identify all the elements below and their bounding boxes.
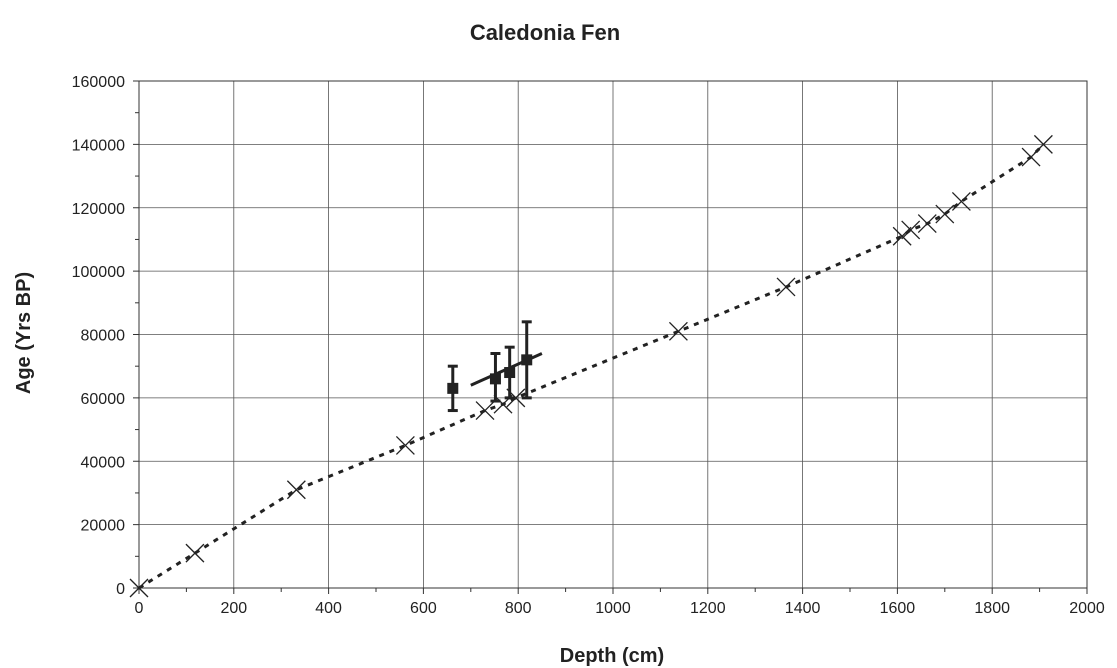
grid xyxy=(139,80,1088,588)
x-marker xyxy=(185,543,205,563)
x-marker-stroke xyxy=(901,220,921,240)
x-tick-label: 1800 xyxy=(974,600,1010,617)
square-marker xyxy=(521,320,533,400)
square-point xyxy=(521,354,533,366)
x-marker xyxy=(286,480,306,500)
y-tick-label: 40000 xyxy=(81,454,126,471)
x-marker xyxy=(892,226,912,246)
y-axis-label: Age (Yrs BP) xyxy=(13,272,35,394)
x-marker-stroke xyxy=(286,480,306,500)
x-marker xyxy=(395,435,415,455)
y-tick-labels: 0 20000 40000 60000 80000 100000 120000 140000 1… xyxy=(72,74,125,598)
x-marker-stroke xyxy=(935,204,955,224)
y-tick-label: 60000 xyxy=(81,391,126,408)
x-marker-stroke xyxy=(129,578,149,598)
x-tick-label: 2000 xyxy=(1069,600,1105,617)
x-marker xyxy=(935,204,955,224)
square-point xyxy=(489,373,501,385)
x-tick-label: 800 xyxy=(505,600,532,617)
y-tick-label: 160000 xyxy=(72,74,125,91)
x-marker xyxy=(475,401,495,421)
x-marker-stroke xyxy=(1033,134,1053,154)
x-tick-label: 200 xyxy=(220,600,247,617)
square-marker xyxy=(447,364,459,413)
y-tick-label: 0 xyxy=(116,581,125,598)
x-marker xyxy=(901,220,921,240)
x-marker xyxy=(776,277,796,297)
x-marker-stroke xyxy=(668,321,688,341)
x-marker-stroke xyxy=(475,401,495,421)
y-tick-label: 100000 xyxy=(72,264,125,281)
x-tick-label: 1600 xyxy=(880,600,916,617)
y-tick-label: 120000 xyxy=(72,201,125,218)
square-marker xyxy=(489,352,501,403)
age-model-line xyxy=(138,143,1045,590)
x-marker-stroke xyxy=(506,388,526,408)
x-tick-label: 1200 xyxy=(690,600,726,617)
x-marker-stroke xyxy=(917,214,937,234)
square-point xyxy=(504,367,516,379)
chart-title: Caledonia Fen xyxy=(470,20,620,45)
x-axis-label: Depth (cm) xyxy=(560,645,664,667)
x-marker xyxy=(668,321,688,341)
x-marker-stroke xyxy=(185,543,205,563)
x-marker xyxy=(129,578,149,598)
x-marker-stroke xyxy=(776,277,796,297)
x-tick-label: 1000 xyxy=(595,600,631,617)
x-marker-stroke xyxy=(951,191,971,211)
series xyxy=(129,134,1053,598)
x-marker xyxy=(951,191,971,211)
y-tick-label: 20000 xyxy=(81,518,126,535)
square-marker xyxy=(504,345,516,400)
axes xyxy=(133,80,1088,594)
x-tick-label: 0 xyxy=(135,600,144,617)
x-tick-labels: 0 200 400 600 800 1000 1200 1400 1600 1800 2000 xyxy=(135,600,1105,617)
x-marker-stroke xyxy=(395,435,415,455)
x-marker xyxy=(917,214,937,234)
y-tick-label: 80000 xyxy=(81,328,126,345)
y-tick-label: 140000 xyxy=(72,137,125,154)
x-tick-label: 400 xyxy=(315,600,342,617)
x-marker xyxy=(1033,134,1053,154)
x-tick-label: 1400 xyxy=(785,600,821,617)
x-tick-label: 600 xyxy=(410,600,437,617)
square-point xyxy=(447,382,459,394)
x-marker-stroke xyxy=(892,226,912,246)
